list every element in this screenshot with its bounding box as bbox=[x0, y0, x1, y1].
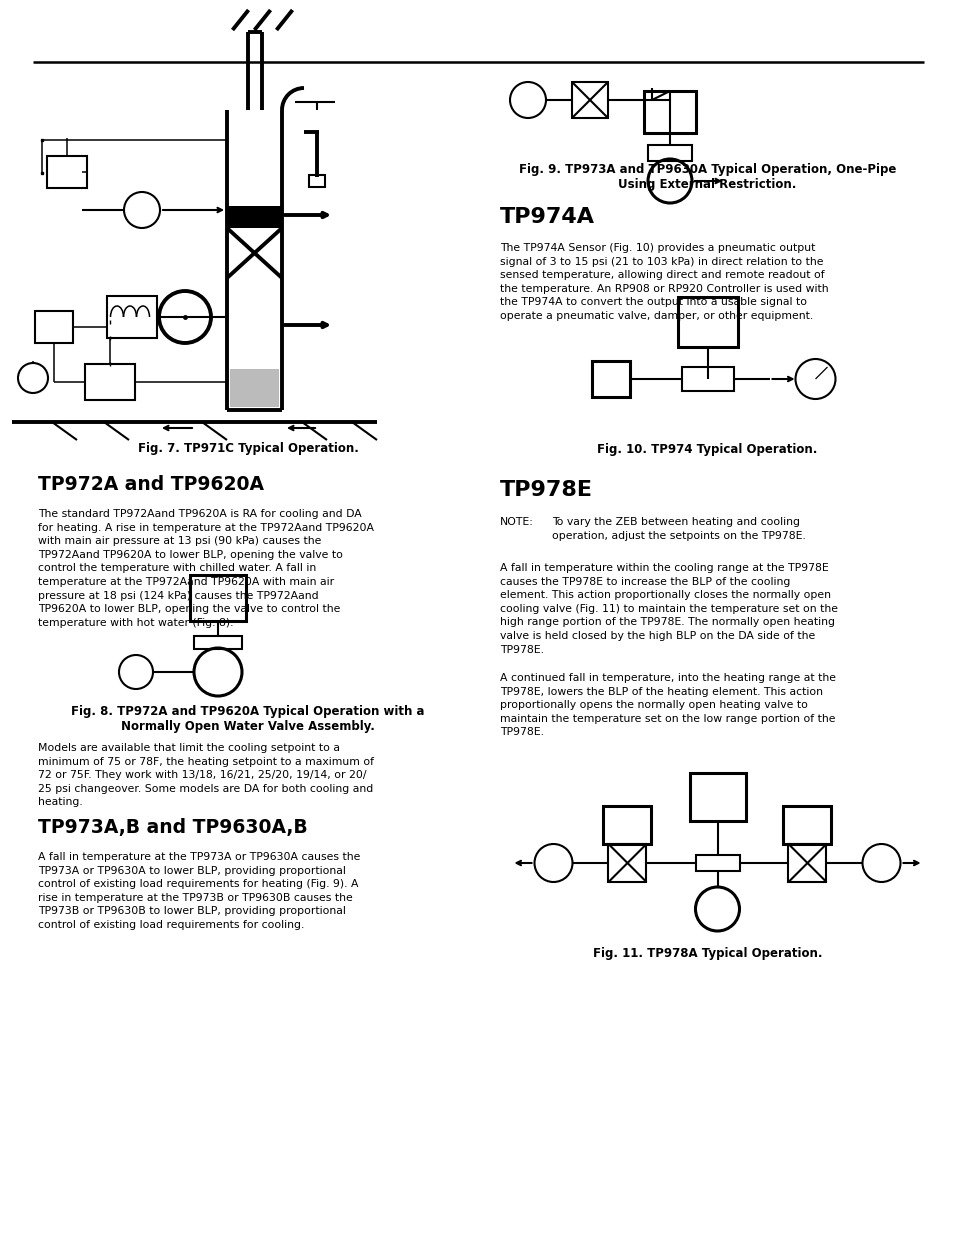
Text: TP972A and TP9620A: TP972A and TP9620A bbox=[38, 475, 264, 494]
Text: Fig. 11. TP978A Typical Operation.: Fig. 11. TP978A Typical Operation. bbox=[592, 947, 821, 960]
Bar bbox=[677, 296, 737, 347]
Text: TP974A: TP974A bbox=[499, 207, 595, 227]
Bar bbox=[35, 311, 73, 343]
Bar bbox=[193, 636, 242, 650]
Text: A fall in temperature at the TP973A or TP9630A causes the
TP973A or TP9630A to l: A fall in temperature at the TP973A or T… bbox=[38, 852, 360, 930]
Text: TP978E: TP978E bbox=[499, 480, 593, 500]
Bar bbox=[782, 806, 831, 844]
Bar bbox=[47, 156, 87, 188]
Bar bbox=[230, 369, 278, 408]
Bar bbox=[572, 82, 607, 119]
Bar bbox=[647, 144, 691, 161]
Text: A fall in temperature within the cooling range at the TP978E
causes the TP978E t: A fall in temperature within the cooling… bbox=[499, 563, 837, 655]
Bar bbox=[695, 855, 739, 871]
Text: Fig. 9. TP973A and TP9630A Typical Operation, One-Pipe
Using External Restrictio: Fig. 9. TP973A and TP9630A Typical Opera… bbox=[518, 163, 895, 191]
Text: A continued fall in temperature, into the heating range at the
TP978E, lowers th: A continued fall in temperature, into th… bbox=[499, 673, 835, 737]
Bar bbox=[788, 844, 825, 882]
Bar bbox=[107, 296, 157, 338]
Text: The TP974A Sensor (Fig. 10) provides a pneumatic output
signal of 3 to 15 psi (2: The TP974A Sensor (Fig. 10) provides a p… bbox=[499, 243, 828, 321]
Text: Models are available that limit the cooling setpoint to a
minimum of 75 or 78F, : Models are available that limit the cool… bbox=[38, 743, 374, 808]
Text: Fig. 7. TP971C Typical Operation.: Fig. 7. TP971C Typical Operation. bbox=[137, 442, 358, 454]
Bar bbox=[227, 206, 282, 228]
Text: To vary the ZEB between heating and cooling
operation, adjust the setpoints on t: To vary the ZEB between heating and cool… bbox=[552, 517, 805, 541]
Bar bbox=[190, 576, 246, 621]
Bar bbox=[608, 844, 646, 882]
Text: Fig. 8. TP972A and TP9620A Typical Operation with a
Normally Open Water Valve As: Fig. 8. TP972A and TP9620A Typical Opera… bbox=[71, 705, 424, 734]
Bar bbox=[603, 806, 651, 844]
Bar bbox=[591, 361, 629, 396]
Text: The standard TP972Aand TP9620A is RA for cooling and DA
for heating. A rise in t: The standard TP972Aand TP9620A is RA for… bbox=[38, 509, 374, 627]
Bar bbox=[643, 91, 696, 133]
Bar bbox=[309, 175, 325, 186]
Text: Fig. 10. TP974 Typical Operation.: Fig. 10. TP974 Typical Operation. bbox=[597, 443, 817, 456]
Bar bbox=[680, 367, 733, 391]
Text: NOTE:: NOTE: bbox=[499, 517, 534, 527]
Text: TP973A,B and TP9630A,B: TP973A,B and TP9630A,B bbox=[38, 818, 308, 837]
Bar bbox=[85, 364, 135, 400]
Bar bbox=[689, 773, 744, 821]
